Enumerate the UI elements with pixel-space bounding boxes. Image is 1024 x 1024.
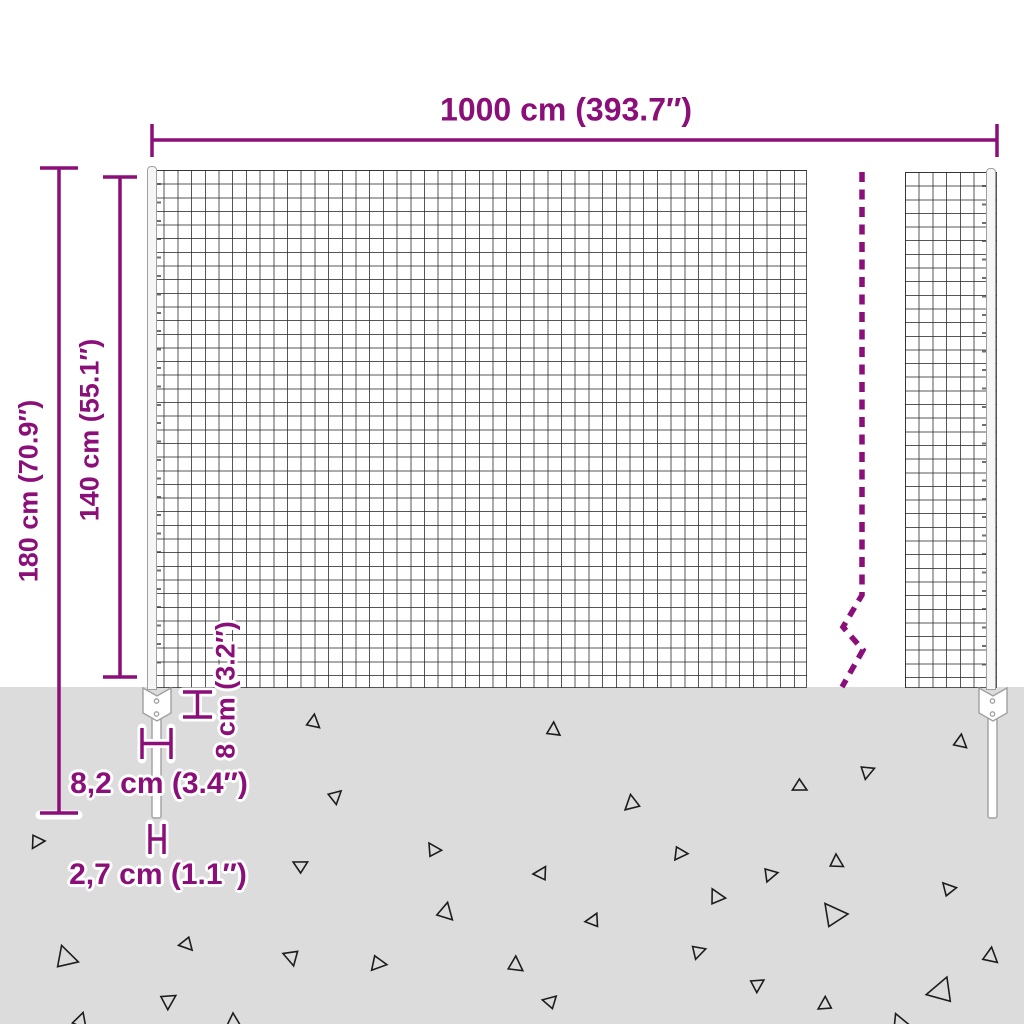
ground-triangle — [764, 867, 780, 884]
ground-triangle — [749, 979, 766, 995]
dim-mesh-height-line — [103, 175, 137, 679]
ground-spike-left — [151, 711, 162, 819]
fence-post-left — [147, 166, 161, 690]
ground-triangle — [790, 777, 809, 791]
ground-triangle — [540, 994, 558, 1011]
ground-spike-right — [987, 711, 998, 819]
ground-triangle — [370, 954, 389, 972]
ground-triangle — [176, 935, 194, 952]
ground-triangle — [31, 833, 47, 850]
ground-anchor-hardware — [142, 686, 1008, 819]
dim-width-line — [150, 124, 999, 157]
anchor-plate-right — [978, 686, 1008, 722]
panel-break-dashed-line — [839, 172, 867, 689]
ground-triangle — [428, 841, 444, 858]
dim-label-mesh-height: 140 cm (55.1″) — [74, 338, 105, 522]
anchor-screw — [153, 698, 160, 704]
dim-spike-width-marker — [148, 824, 166, 854]
dim-label-spike-width: 2,7 cm (1.1″) — [69, 858, 247, 891]
anchor-screw — [989, 698, 996, 704]
ground-triangle — [326, 789, 343, 807]
ground-triangle — [291, 861, 310, 875]
ground-triangle — [531, 865, 547, 882]
marker-halos — [35, 672, 217, 859]
ground-triangle — [924, 975, 952, 1003]
ground-triangle — [281, 950, 299, 968]
anchor-screw — [153, 711, 160, 717]
anchor-plate-left — [142, 686, 172, 722]
ground-triangle — [545, 720, 562, 737]
ground-triangle — [941, 881, 959, 898]
ground-triangle — [583, 911, 599, 928]
fence-post-right — [982, 168, 996, 690]
ground-triangle — [691, 945, 708, 961]
dim-anchor-height-marker — [183, 690, 212, 719]
ground-triangle — [56, 943, 81, 968]
ground-triangle — [506, 954, 525, 972]
ground-triangle — [981, 945, 999, 964]
ground-triangles — [31, 712, 999, 1024]
ground-triangle — [305, 712, 321, 729]
wire-mesh-panel-right — [905, 172, 997, 688]
ground-triangle — [70, 1010, 87, 1024]
anchor-screw — [989, 711, 996, 717]
ground-triangle — [711, 887, 728, 906]
ground-triangle — [893, 1012, 910, 1024]
ground-triangle — [226, 1011, 241, 1024]
ground-triangle — [673, 845, 690, 862]
dim-label-total-height: 180 cm (70.9″) — [13, 399, 44, 583]
ground-triangle — [816, 994, 833, 1010]
ground-triangle — [952, 732, 968, 749]
ground-triangle — [823, 902, 850, 928]
dim-total-height-line — [40, 166, 78, 815]
dim-label-anchor-height: 8 cm (3.2″) — [210, 621, 241, 759]
wire-mesh-panel-main — [150, 170, 807, 688]
ground-triangle — [623, 792, 641, 811]
dim-label-anchor-plate-width: 8,2 cm (3.4″) — [70, 767, 248, 800]
ground-triangle — [828, 852, 845, 868]
ground-triangle — [860, 766, 877, 782]
ground-triangle — [435, 900, 454, 921]
ground-triangle — [159, 994, 178, 1012]
dim-plate-width-marker — [140, 728, 173, 759]
dim-label-width: 1000 cm (393.7″) — [440, 91, 692, 128]
